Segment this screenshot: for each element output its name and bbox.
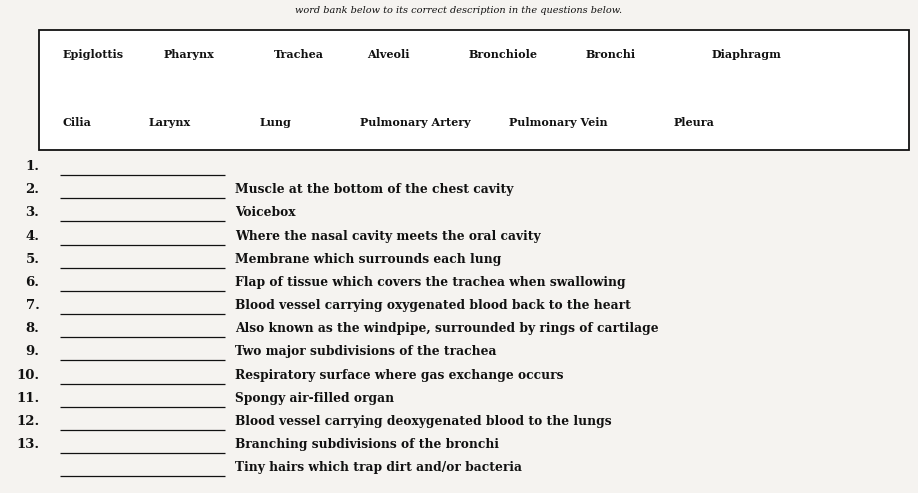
FancyBboxPatch shape <box>39 30 909 150</box>
Text: Alveoli: Alveoli <box>367 49 409 60</box>
Text: Lung: Lung <box>260 117 292 128</box>
Text: Pulmonary Artery: Pulmonary Artery <box>360 117 471 128</box>
Text: word bank below to its correct description in the questions below.: word bank below to its correct descripti… <box>296 6 622 15</box>
Text: Pulmonary Vein: Pulmonary Vein <box>509 117 608 128</box>
Text: Epiglottis: Epiglottis <box>62 49 124 60</box>
Text: Flap of tissue which covers the trachea when swallowing: Flap of tissue which covers the trachea … <box>235 276 626 289</box>
Text: 3.: 3. <box>26 207 39 219</box>
Text: Trachea: Trachea <box>274 49 323 60</box>
Text: Blood vessel carrying oxygenated blood back to the heart: Blood vessel carrying oxygenated blood b… <box>235 299 631 312</box>
Text: 13.: 13. <box>17 438 39 451</box>
Text: Also known as the windpipe, surrounded by rings of cartilage: Also known as the windpipe, surrounded b… <box>235 322 658 335</box>
Text: Membrane which surrounds each lung: Membrane which surrounds each lung <box>235 253 501 266</box>
Text: Bronchi: Bronchi <box>586 49 636 60</box>
Text: Pharynx: Pharynx <box>163 49 214 60</box>
Text: Pleura: Pleura <box>674 117 715 128</box>
Text: Respiratory surface where gas exchange occurs: Respiratory surface where gas exchange o… <box>235 369 564 382</box>
Text: Tiny hairs which trap dirt and/or bacteria: Tiny hairs which trap dirt and/or bacter… <box>235 461 522 474</box>
Text: Bronchiole: Bronchiole <box>468 49 537 60</box>
Text: 4.: 4. <box>26 230 39 243</box>
Text: 11.: 11. <box>17 392 39 405</box>
Text: 1.: 1. <box>26 160 39 173</box>
Text: Two major subdivisions of the trachea: Two major subdivisions of the trachea <box>235 346 497 358</box>
Text: 12.: 12. <box>17 415 39 428</box>
Text: Spongy air-filled organ: Spongy air-filled organ <box>235 392 394 405</box>
Text: Branching subdivisions of the bronchi: Branching subdivisions of the bronchi <box>235 438 499 451</box>
Text: 9.: 9. <box>26 346 39 358</box>
Text: 6.: 6. <box>26 276 39 289</box>
Text: 8.: 8. <box>26 322 39 335</box>
Text: Diaphragm: Diaphragm <box>711 49 781 60</box>
Text: Larynx: Larynx <box>149 117 191 128</box>
Text: Where the nasal cavity meets the oral cavity: Where the nasal cavity meets the oral ca… <box>235 230 541 243</box>
Text: Blood vessel carrying deoxygenated blood to the lungs: Blood vessel carrying deoxygenated blood… <box>235 415 611 428</box>
Text: 2.: 2. <box>26 183 39 196</box>
Text: Muscle at the bottom of the chest cavity: Muscle at the bottom of the chest cavity <box>235 183 513 196</box>
Text: Cilia: Cilia <box>62 117 91 128</box>
Text: 5.: 5. <box>26 253 39 266</box>
Text: 7.: 7. <box>26 299 39 312</box>
Text: 10.: 10. <box>17 369 39 382</box>
Text: Voicebox: Voicebox <box>235 207 296 219</box>
